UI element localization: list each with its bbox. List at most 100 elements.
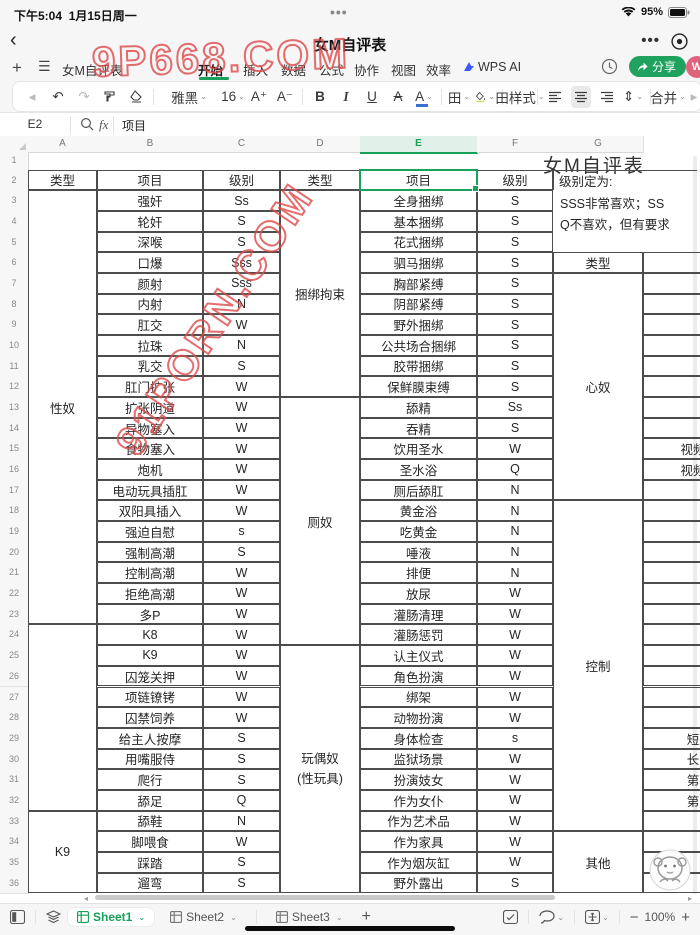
vertical-scrollbar[interactable]	[693, 156, 697, 894]
group-A-性奴[interactable]: 性奴	[28, 190, 97, 625]
cell-C27[interactable]: W	[203, 686, 280, 708]
cell-F11[interactable]: S	[477, 355, 553, 377]
cell-B13[interactable]: 扩张阴道	[97, 396, 203, 418]
cell-F24[interactable]: W	[477, 624, 553, 646]
sheet-tab-3[interactable]: Sheet3 ⌄	[267, 908, 352, 926]
cell-C36[interactable]: S	[203, 872, 280, 894]
cell-F22[interactable]: W	[477, 583, 553, 604]
cell-H22[interactable]	[643, 583, 700, 604]
cell-B9[interactable]: 肛交	[97, 314, 203, 335]
row-header-33[interactable]: 33	[0, 810, 29, 833]
row-header-15[interactable]: 15	[0, 438, 29, 460]
cell-C15[interactable]: W	[203, 438, 280, 459]
cell-F16[interactable]: Q	[477, 459, 553, 480]
column-header-E[interactable]: E	[360, 136, 478, 154]
cell-H28[interactable]	[643, 707, 700, 728]
cell-F9[interactable]: S	[477, 314, 553, 335]
cell-B5[interactable]: 深喉	[97, 231, 203, 253]
cell-H27[interactable]	[643, 686, 700, 708]
cell-C28[interactable]: W	[203, 707, 280, 728]
row-header-17[interactable]: 17	[0, 479, 29, 502]
row-header-2[interactable]: 2	[0, 169, 29, 192]
cell-F4[interactable]: S	[477, 210, 553, 232]
hamburger-icon[interactable]: ☰	[38, 58, 51, 74]
cell-C14[interactable]: W	[203, 417, 280, 439]
group-A-blank[interactable]	[28, 624, 97, 811]
cell-G6[interactable]: 类型	[553, 252, 643, 273]
cell-H17[interactable]	[643, 479, 700, 501]
cell-C33[interactable]: N	[203, 810, 280, 832]
cell-E14[interactable]: 吞精	[360, 417, 477, 439]
tab-view[interactable]: 视图	[391, 64, 417, 78]
new-doc-icon[interactable]: +	[12, 58, 22, 77]
cell-H19[interactable]	[643, 521, 700, 542]
cell-E21[interactable]: 排便	[360, 562, 477, 584]
sheets-stack-icon[interactable]	[46, 910, 61, 924]
row-header-16[interactable]: 16	[0, 459, 29, 481]
cell-C26[interactable]: W	[203, 665, 280, 687]
cell-B17[interactable]: 电动玩具插肛	[97, 479, 203, 501]
cell-C9[interactable]: W	[203, 314, 280, 335]
cell-E27[interactable]: 绑架	[360, 686, 477, 708]
cell-H16[interactable]: 视频	[643, 459, 700, 480]
row-header-21[interactable]: 21	[0, 562, 29, 585]
cell-F14[interactable]: S	[477, 417, 553, 439]
cell-E15[interactable]: 饮用圣水	[360, 438, 477, 459]
cell-B4[interactable]: 轮奸	[97, 210, 203, 232]
cell-F25[interactable]: W	[477, 645, 553, 666]
cell-B18[interactable]: 双阳具插入	[97, 500, 203, 522]
cell-B11[interactable]: 乳交	[97, 355, 203, 377]
tab-wps-ai[interactable]: WPS AI	[463, 60, 521, 74]
cell-B10[interactable]: 拉珠	[97, 334, 203, 356]
column-header-D[interactable]: D	[280, 136, 361, 153]
scroll-left-arrow-icon[interactable]: ◂	[84, 894, 89, 903]
cell-F30[interactable]: W	[477, 748, 553, 770]
row-header-4[interactable]: 4	[0, 210, 29, 233]
column-header-C[interactable]: C	[203, 136, 281, 153]
align-center-icon[interactable]	[571, 85, 591, 108]
cell-E22[interactable]: 放尿	[360, 583, 477, 604]
cell-B29[interactable]: 给主人按摩	[97, 727, 203, 749]
sidebar-toggle-icon[interactable]	[10, 910, 25, 924]
cell-F8[interactable]: S	[477, 293, 553, 315]
font-name-select[interactable]: 雅黑 ⌄	[171, 90, 207, 106]
cell-H14[interactable]	[643, 417, 700, 439]
cell-C22[interactable]: W	[203, 583, 280, 604]
group-D-厕奴[interactable]: 厕奴	[280, 396, 360, 646]
bold-button[interactable]: B	[315, 89, 325, 104]
row-header-6[interactable]: 6	[0, 252, 29, 274]
row-header-12[interactable]: 12	[0, 376, 29, 398]
cell-H29[interactable]: 短	[643, 727, 700, 749]
scroll-right-arrow-icon[interactable]: ▸	[688, 894, 693, 903]
cell-F15[interactable]: W	[477, 438, 553, 459]
cell-C34[interactable]: W	[203, 831, 280, 852]
row-header-28[interactable]: 28	[0, 707, 29, 729]
tab-formula[interactable]: 公式	[319, 64, 345, 78]
underline-button[interactable]: U	[367, 89, 377, 104]
cell-H12[interactable]	[643, 376, 700, 397]
cell-B6[interactable]: 口爆	[97, 252, 203, 273]
cell-C17[interactable]: W	[203, 479, 280, 501]
cell-F32[interactable]: W	[477, 789, 553, 811]
row-header-18[interactable]: 18	[0, 500, 29, 523]
cell-H20[interactable]	[643, 541, 700, 563]
cell-H21[interactable]	[643, 562, 700, 584]
cell-B27[interactable]: 项链镣铐	[97, 686, 203, 708]
group-D-玩偶奴[interactable]: 玩偶奴 (性玩具)	[280, 645, 360, 894]
cell-F18[interactable]: N	[477, 500, 553, 522]
cell-F28[interactable]: W	[477, 707, 553, 728]
cell-H9[interactable]	[643, 314, 700, 335]
cell-B14[interactable]: 异物塞入	[97, 417, 203, 439]
tab-home[interactable]: 开始	[198, 64, 224, 78]
align-left-icon[interactable]	[545, 86, 565, 108]
cell-E10[interactable]: 公共场合捆绑	[360, 334, 477, 356]
cell-B8[interactable]: 内射	[97, 293, 203, 315]
cell-E33[interactable]: 作为艺术品	[360, 810, 477, 832]
italic-button[interactable]: I	[343, 88, 349, 104]
cell-C12[interactable]: W	[203, 376, 280, 397]
row-header-5[interactable]: 5	[0, 231, 29, 254]
row-header-7[interactable]: 7	[0, 272, 29, 295]
cell-H7[interactable]	[643, 272, 700, 294]
column-header-A[interactable]: A	[28, 136, 98, 153]
group-A-K9[interactable]: K9	[28, 810, 97, 894]
